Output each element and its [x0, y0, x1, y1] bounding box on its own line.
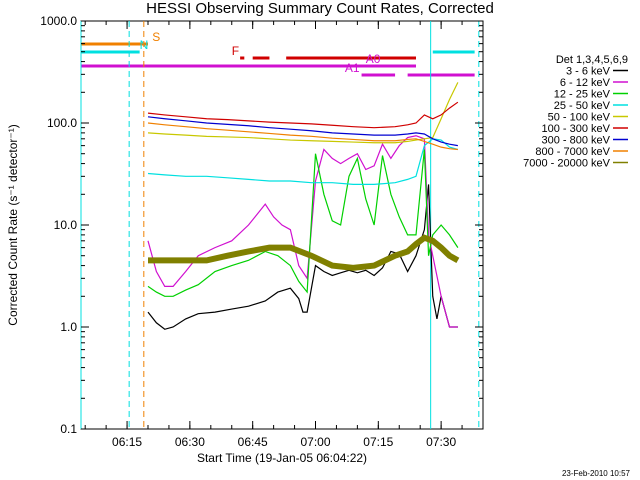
x-tick-label: 06:45 — [238, 435, 268, 449]
series-line — [147, 101, 459, 129]
legend-entry-label: 300 - 800 keV — [542, 135, 611, 147]
series-line — [147, 135, 458, 328]
series-line — [147, 138, 459, 186]
status-label: A0 — [366, 52, 381, 66]
y-tick-label: 100.0 — [47, 116, 77, 130]
y-axis-label: Corrected Count Rate (s⁻¹ detector⁻¹) — [6, 124, 20, 325]
series-line — [147, 122, 458, 151]
series-line — [147, 149, 459, 297]
x-tick-label: 06:15 — [112, 435, 142, 449]
status-label: A1 — [345, 61, 360, 75]
timestamp-footer: 23-Feb-2010 10:57 — [561, 469, 630, 478]
legend-entry-label: 100 - 300 keV — [542, 123, 611, 135]
series-line — [147, 116, 458, 147]
legend-entry-label: 12 - 25 keV — [554, 89, 611, 101]
legend-entry-label: 25 - 50 keV — [554, 100, 611, 112]
y-tick-label: 1.0 — [60, 320, 77, 334]
series-line — [148, 234, 460, 271]
legend-entry-label: 6 - 12 keV — [560, 77, 611, 89]
y-tick-label: 10.0 — [54, 218, 78, 232]
legend-entry-label: 3 - 6 keV — [566, 66, 611, 78]
legend-entry-label: 7000 - 20000 keV — [523, 158, 611, 170]
x-axis-label: Start Time (19-Jan-05 06:04:22) — [197, 451, 367, 465]
series-line — [147, 184, 458, 330]
legend-title: Det 1,3,4,5,6,9 — [556, 54, 628, 66]
legend-entry-label: 800 - 7000 keV — [535, 146, 610, 158]
chart-title: HESSI Observing Summary Count Rates, Cor… — [146, 0, 494, 17]
status-label: S — [152, 30, 160, 44]
legend-entry-label: 50 - 100 keV — [548, 112, 611, 124]
x-tick-label: 06:30 — [175, 435, 205, 449]
x-tick-label: 07:30 — [426, 435, 456, 449]
x-tick-label: 07:00 — [300, 435, 330, 449]
status-label: F — [232, 44, 239, 58]
y-tick-label: 0.1 — [60, 422, 77, 436]
x-tick-label: 07:15 — [363, 435, 393, 449]
y-tick-label: 1000.0 — [40, 14, 77, 28]
